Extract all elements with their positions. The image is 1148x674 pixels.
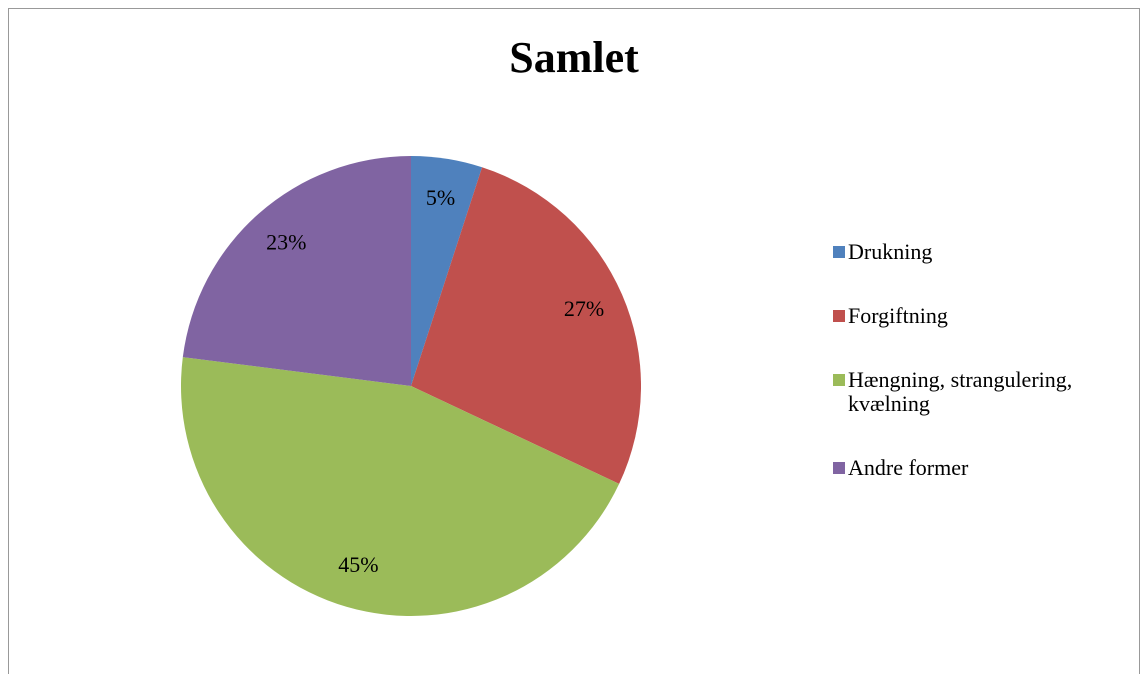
legend-item: Andre former: [833, 456, 1133, 480]
legend-item: Hængning, strangulering, kvælning: [833, 368, 1133, 416]
pie-slice: [411, 167, 641, 484]
pie-slice: [411, 156, 483, 386]
chart-title: Samlet: [509, 33, 639, 82]
legend-swatch: [833, 310, 845, 322]
data-label: 23%: [266, 230, 306, 255]
legend-swatch: [833, 374, 845, 386]
legend-swatch: [833, 246, 845, 258]
legend-swatch: [833, 462, 845, 474]
pie-slice: [182, 156, 411, 386]
data-label: 45%: [338, 552, 378, 577]
data-label: 27%: [564, 296, 604, 321]
legend-label: Forgiftning: [848, 303, 948, 328]
pie-slice: [181, 357, 620, 616]
chart-border: [8, 8, 1140, 674]
legend: Drukning Forgiftning Hængning, stranguleri…: [833, 240, 1133, 520]
legend-label: Hængning, strangulering, kvælning: [848, 367, 1073, 416]
legend-label: Drukning: [848, 239, 933, 264]
legend-item: Forgiftning: [833, 304, 1133, 328]
legend-item: Drukning: [833, 240, 1133, 264]
legend-label: Andre former: [848, 455, 969, 480]
data-label: 5%: [426, 185, 455, 210]
